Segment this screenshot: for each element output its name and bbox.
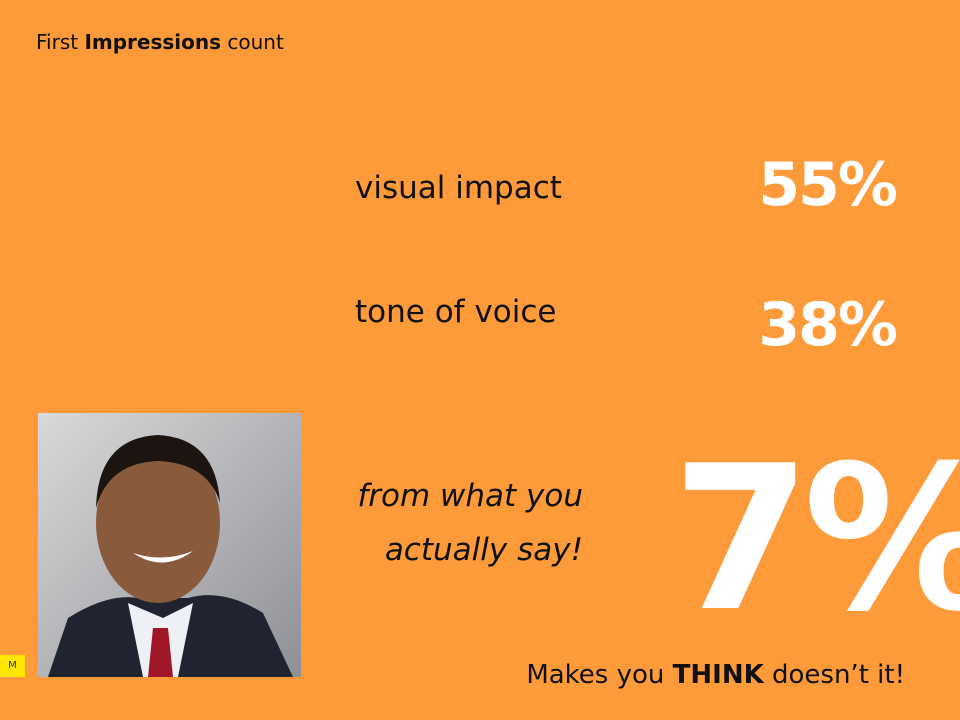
stat-label: tone of voice <box>355 294 557 330</box>
title: First Impressions count <box>36 30 284 54</box>
footer-text: doesn’t it! <box>763 660 905 690</box>
badge: M <box>0 655 25 677</box>
title-text: count <box>221 30 284 54</box>
photo <box>38 413 301 677</box>
title-text: First <box>36 30 85 54</box>
stat-value: 38% <box>758 290 898 360</box>
footer: Makes you THINK doesn’t it! <box>526 660 905 690</box>
footer-bold: THINK <box>672 660 764 690</box>
stat-label: visual impact <box>355 170 562 206</box>
title-bold: Impressions <box>84 30 222 54</box>
highlight-label: actually say! <box>384 532 583 568</box>
stat-value: 55% <box>758 150 898 220</box>
footer-text: Makes you <box>526 660 673 690</box>
highlight-label: from what you <box>357 478 583 514</box>
highlight-value: 7% <box>672 423 960 656</box>
